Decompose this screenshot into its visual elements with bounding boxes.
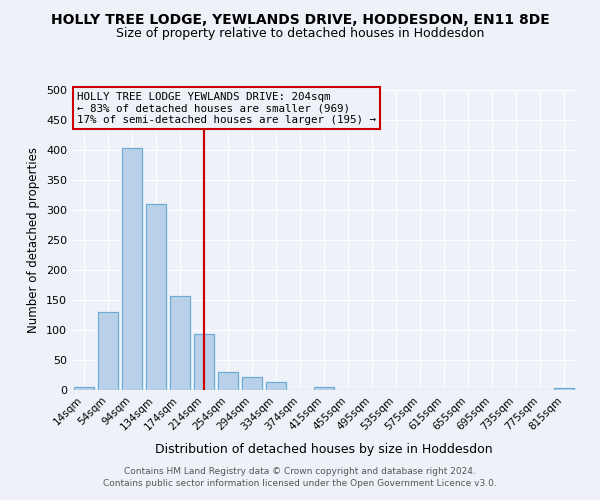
Bar	[122, 148, 142, 390]
Bar	[314, 387, 334, 390]
Y-axis label: Number of detached properties: Number of detached properties	[28, 147, 40, 333]
Bar	[266, 382, 286, 390]
Bar	[242, 377, 262, 390]
Bar	[170, 296, 190, 390]
Bar	[554, 388, 574, 390]
Bar	[146, 204, 166, 390]
Text: HOLLY TREE LODGE YEWLANDS DRIVE: 204sqm
← 83% of detached houses are smaller (96: HOLLY TREE LODGE YEWLANDS DRIVE: 204sqm …	[77, 92, 376, 124]
Bar	[218, 372, 238, 390]
Text: Contains public sector information licensed under the Open Government Licence v3: Contains public sector information licen…	[103, 478, 497, 488]
Text: Size of property relative to detached houses in Hoddesdon: Size of property relative to detached ho…	[116, 28, 484, 40]
Bar	[98, 312, 118, 390]
Text: Contains HM Land Registry data © Crown copyright and database right 2024.: Contains HM Land Registry data © Crown c…	[124, 467, 476, 476]
Text: HOLLY TREE LODGE, YEWLANDS DRIVE, HODDESDON, EN11 8DE: HOLLY TREE LODGE, YEWLANDS DRIVE, HODDES…	[50, 12, 550, 26]
Bar	[314, 387, 334, 390]
Bar	[242, 377, 262, 390]
Bar	[554, 388, 574, 390]
Bar	[194, 334, 214, 390]
X-axis label: Distribution of detached houses by size in Hoddesdon: Distribution of detached houses by size …	[155, 443, 493, 456]
Bar	[194, 334, 214, 390]
Bar	[74, 387, 94, 390]
Bar	[122, 148, 142, 390]
Bar	[170, 296, 190, 390]
Bar	[266, 382, 286, 390]
Bar	[146, 204, 166, 390]
Bar	[218, 372, 238, 390]
Bar	[98, 312, 118, 390]
Bar	[74, 387, 94, 390]
